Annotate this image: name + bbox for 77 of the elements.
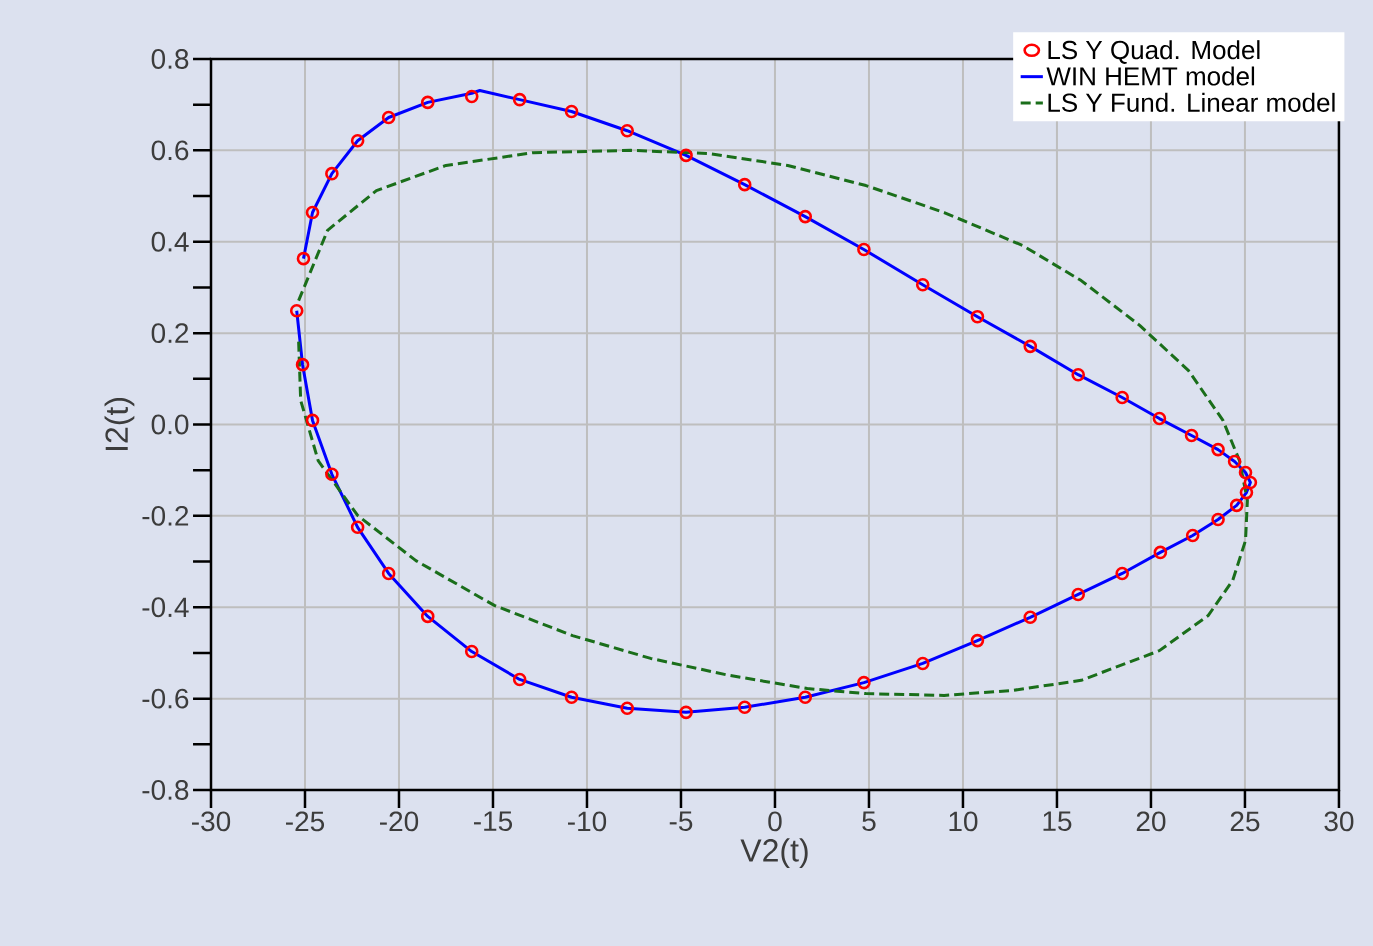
point [1211, 512, 1225, 527]
y-tick-label: -0.2 [142, 505, 189, 526]
point [420, 95, 435, 110]
point [1115, 566, 1129, 581]
point [512, 672, 527, 687]
y-tick-label: 0.6 [151, 140, 189, 161]
point [296, 251, 311, 266]
point [305, 413, 320, 428]
y-axis-title: I2(t) [104, 398, 135, 450]
point [305, 205, 320, 220]
point [857, 675, 871, 690]
y-tick-label: -0.6 [142, 688, 189, 709]
point [350, 133, 365, 148]
x-tick-label: -5 [669, 811, 693, 832]
y-tick-label: -0.8 [142, 780, 189, 800]
x-tick-label: -15 [473, 811, 513, 832]
point [857, 242, 871, 257]
point [1023, 339, 1038, 354]
legend-label: LS Y Quad. Model [1048, 40, 1260, 64]
point [620, 123, 635, 138]
x-tick-label: 30 [1324, 811, 1354, 832]
x-tick-label: -30 [192, 811, 231, 832]
x-tick-label: 10 [949, 811, 978, 832]
point [1185, 528, 1200, 543]
point [1184, 428, 1199, 443]
point [620, 701, 635, 716]
point [1152, 411, 1167, 426]
point [350, 520, 365, 535]
point [737, 700, 752, 715]
point [1071, 587, 1085, 602]
point [464, 89, 479, 104]
x-tick-label: 15 [1043, 811, 1072, 832]
point [798, 690, 813, 705]
y-tick-label: 0.2 [151, 323, 189, 344]
point [1239, 485, 1254, 500]
x-tick-label: 0 [768, 811, 782, 832]
point [970, 309, 985, 324]
legend-label: WIN HEMT model [1046, 66, 1255, 86]
point [970, 633, 985, 648]
point [1071, 367, 1085, 382]
x-axis-title: V2(t) [740, 838, 808, 869]
point [1238, 465, 1253, 480]
x-tick-label: -10 [567, 811, 607, 832]
point [1211, 442, 1225, 457]
point [1243, 475, 1258, 490]
point [381, 566, 396, 581]
x-tick-label: -25 [286, 811, 325, 832]
point [325, 467, 339, 482]
point [464, 644, 479, 659]
y-tick-label: -0.4 [142, 597, 189, 618]
point [1229, 498, 1244, 513]
point [1023, 610, 1038, 625]
point [737, 177, 752, 192]
point [798, 209, 813, 224]
point [1227, 454, 1242, 469]
x-tick-label: 20 [1136, 811, 1166, 832]
point [325, 166, 339, 181]
point [679, 705, 693, 720]
point [1153, 545, 1168, 560]
point [1115, 390, 1129, 405]
x-tick-label: -20 [379, 811, 419, 832]
point [295, 357, 310, 372]
point [420, 609, 435, 624]
point [679, 148, 693, 163]
legend-label: LS Y Fund. Linear model [1048, 92, 1335, 112]
point [289, 303, 304, 318]
point [915, 656, 930, 671]
x-tick-label: 5 [862, 811, 876, 832]
x-tick-label: 25 [1230, 811, 1260, 832]
point [512, 92, 527, 107]
y-tick-label: 0.8 [151, 49, 189, 69]
point [381, 110, 396, 125]
y-tick-label: 0.4 [151, 231, 189, 252]
point [564, 104, 579, 119]
y-tick-label: 0.0 [151, 414, 189, 435]
point [564, 690, 579, 705]
point [915, 277, 930, 292]
